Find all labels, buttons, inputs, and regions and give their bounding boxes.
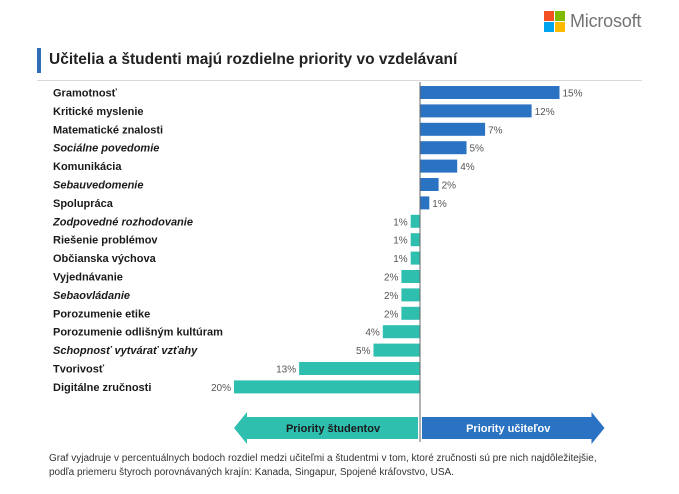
value-label: 12%: [535, 107, 555, 118]
bar: [382, 325, 420, 339]
bar: [299, 362, 420, 375]
value-label: 13%: [276, 365, 296, 376]
category-label: Spolupráca: [53, 198, 114, 210]
value-label: 5%: [470, 144, 485, 155]
bar-chart: Gramotnosť 15% Kritické myslenie 12% Matemat…: [52, 82, 605, 444]
value-label: 4%: [460, 162, 475, 173]
bar: [410, 214, 420, 228]
category-label: Digitálne zručnosti: [53, 382, 151, 394]
microsoft-logo: Microsoft: [544, 11, 641, 32]
bar: [420, 86, 560, 99]
category-label: Vyjednávanie: [53, 272, 123, 284]
microsoft-wordmark: Microsoft: [570, 11, 642, 31]
bar: [420, 122, 486, 136]
category-label: Porozumenie odlišným kultúram: [53, 327, 223, 339]
value-label: 1%: [393, 254, 408, 265]
category-label: Matematické znalosti: [53, 124, 163, 136]
teachers-priority-arrow: [422, 412, 605, 444]
category-label: Sebauvedomenie: [53, 180, 143, 192]
title-divider: [37, 80, 642, 81]
students-priority-label: Priority študentov: [286, 423, 381, 435]
students-priority-arrow: [234, 412, 418, 444]
value-label: 5%: [356, 346, 371, 357]
category-label: Schopnosť vytvárať vzťahy: [53, 345, 198, 357]
value-label: 1%: [393, 217, 408, 228]
bar: [401, 306, 420, 320]
category-label: Sociálne povedomie: [53, 143, 159, 155]
bar: [410, 251, 420, 265]
value-label: 15%: [563, 89, 583, 100]
bar: [420, 141, 467, 155]
value-label: 1%: [432, 199, 447, 210]
bar: [420, 178, 439, 191]
teachers-priority-label: Priority učiteľov: [466, 423, 551, 435]
value-label: 2%: [384, 273, 399, 284]
bar: [234, 380, 420, 394]
logo-square-blue: [544, 22, 554, 32]
category-label: Sebaovládanie: [53, 290, 130, 302]
category-label: Gramotnosť: [53, 88, 118, 100]
bar: [420, 159, 458, 173]
category-label: Komunikácia: [53, 161, 122, 173]
value-label: 2%: [442, 181, 457, 192]
chart-title: Učitelia a študenti majú rozdielne prior…: [49, 51, 458, 68]
microsoft-logo-icon: [544, 11, 565, 32]
logo-square-yellow: [555, 22, 565, 32]
value-label: 1%: [393, 236, 408, 247]
category-label: Porozumenie etike: [53, 308, 150, 320]
bar: [410, 233, 420, 247]
category-label: Riešenie problémov: [53, 235, 158, 247]
bar: [401, 288, 420, 302]
footnote: Graf vyjadruje v percentuálnych bodoch r…: [49, 453, 597, 478]
category-label: Kritické myslenie: [53, 106, 144, 118]
bar: [401, 270, 420, 283]
logo-square-green: [555, 11, 565, 21]
category-label: Tvorivosť: [53, 364, 105, 376]
category-label: Občianska výchova: [53, 253, 157, 265]
value-label: 4%: [365, 328, 380, 339]
title-accent-bar: [37, 48, 41, 73]
bar: [420, 104, 532, 118]
value-label: 7%: [488, 125, 503, 136]
bar: [373, 343, 420, 357]
value-label: 2%: [384, 291, 399, 302]
logo-square-red: [544, 11, 554, 21]
value-label: 2%: [384, 309, 399, 320]
value-label: 20%: [211, 383, 231, 394]
bar: [420, 196, 430, 210]
category-label: Zodpovedné rozhodovanie: [52, 216, 193, 228]
